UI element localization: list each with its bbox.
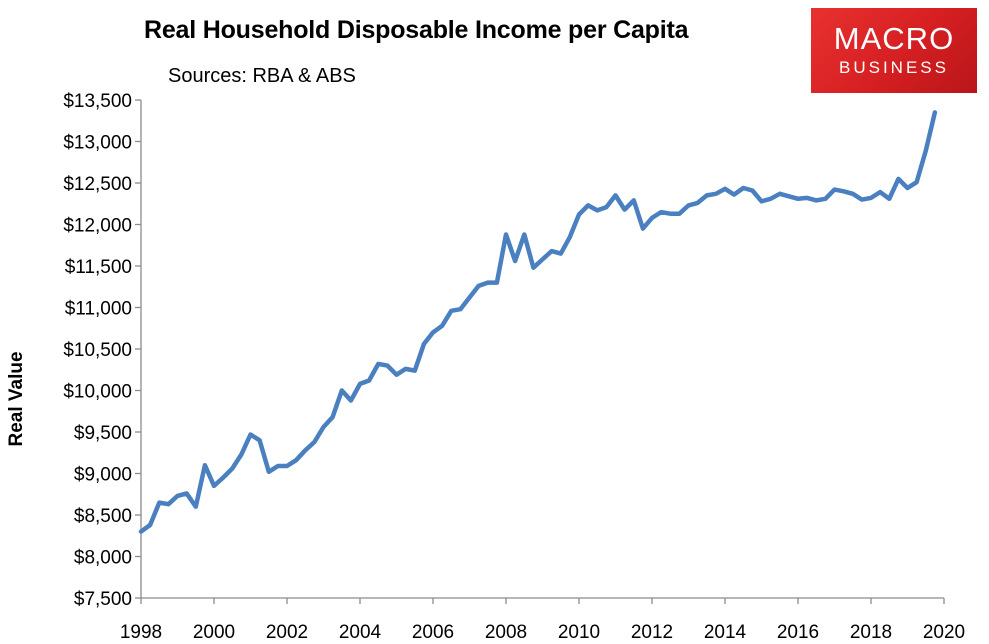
y-tick-label: $8,500 (74, 506, 132, 527)
y-tick-label: $12,000 (63, 216, 132, 237)
x-tick-label: 2014 (704, 622, 747, 643)
logo-line-business: BUSINESS (839, 58, 949, 77)
y-tick-label: $13,500 (63, 91, 132, 112)
y-tick-label: $13,000 (63, 133, 132, 154)
x-axis-ticks: 1998 2000 2002 2004 2006 2008 2010 2012 2014 2016… (120, 598, 965, 643)
series-line (138, 110, 938, 534)
y-axis-title: Real Value (6, 351, 27, 446)
chart-title: Real Household Disposable Income per Cap… (144, 16, 689, 44)
x-tick-label: 2020 (923, 622, 965, 643)
x-tick-label: 2012 (631, 622, 673, 643)
y-tick-label: $10,500 (63, 340, 132, 361)
y-tick-label: $10,000 (63, 382, 132, 403)
macro-business-logo: MACRO BUSINESS (811, 8, 977, 93)
chart-subtitle: Sources: RBA & ABS (168, 65, 356, 87)
x-tick-label: 2004 (339, 622, 382, 643)
y-axis-ticks: $7,500 $8,000 $8,500 $9,000 $9,500 $10,000 $10… (63, 91, 141, 610)
y-tick-label: $11,000 (65, 299, 132, 320)
x-tick-label: 2000 (193, 622, 235, 643)
x-tick-label: 2008 (485, 622, 527, 643)
series-points (140, 112, 935, 532)
x-tick-label: 2010 (558, 622, 600, 643)
x-tick-label: 2002 (266, 622, 308, 643)
y-tick-label: $12,500 (63, 174, 132, 195)
x-tick-label: 1998 (120, 622, 162, 643)
y-tick-label: $7,500 (74, 589, 132, 610)
logo-line-macro: MACRO (833, 21, 955, 56)
y-tick-label: $9,500 (74, 423, 132, 444)
y-tick-label: $11,500 (65, 257, 132, 278)
x-tick-label: 2006 (412, 622, 454, 643)
y-tick-label: $9,000 (74, 465, 132, 486)
y-tick-label: $8,000 (74, 548, 132, 569)
x-tick-label: 2018 (850, 622, 892, 643)
x-tick-label: 2016 (777, 622, 819, 643)
